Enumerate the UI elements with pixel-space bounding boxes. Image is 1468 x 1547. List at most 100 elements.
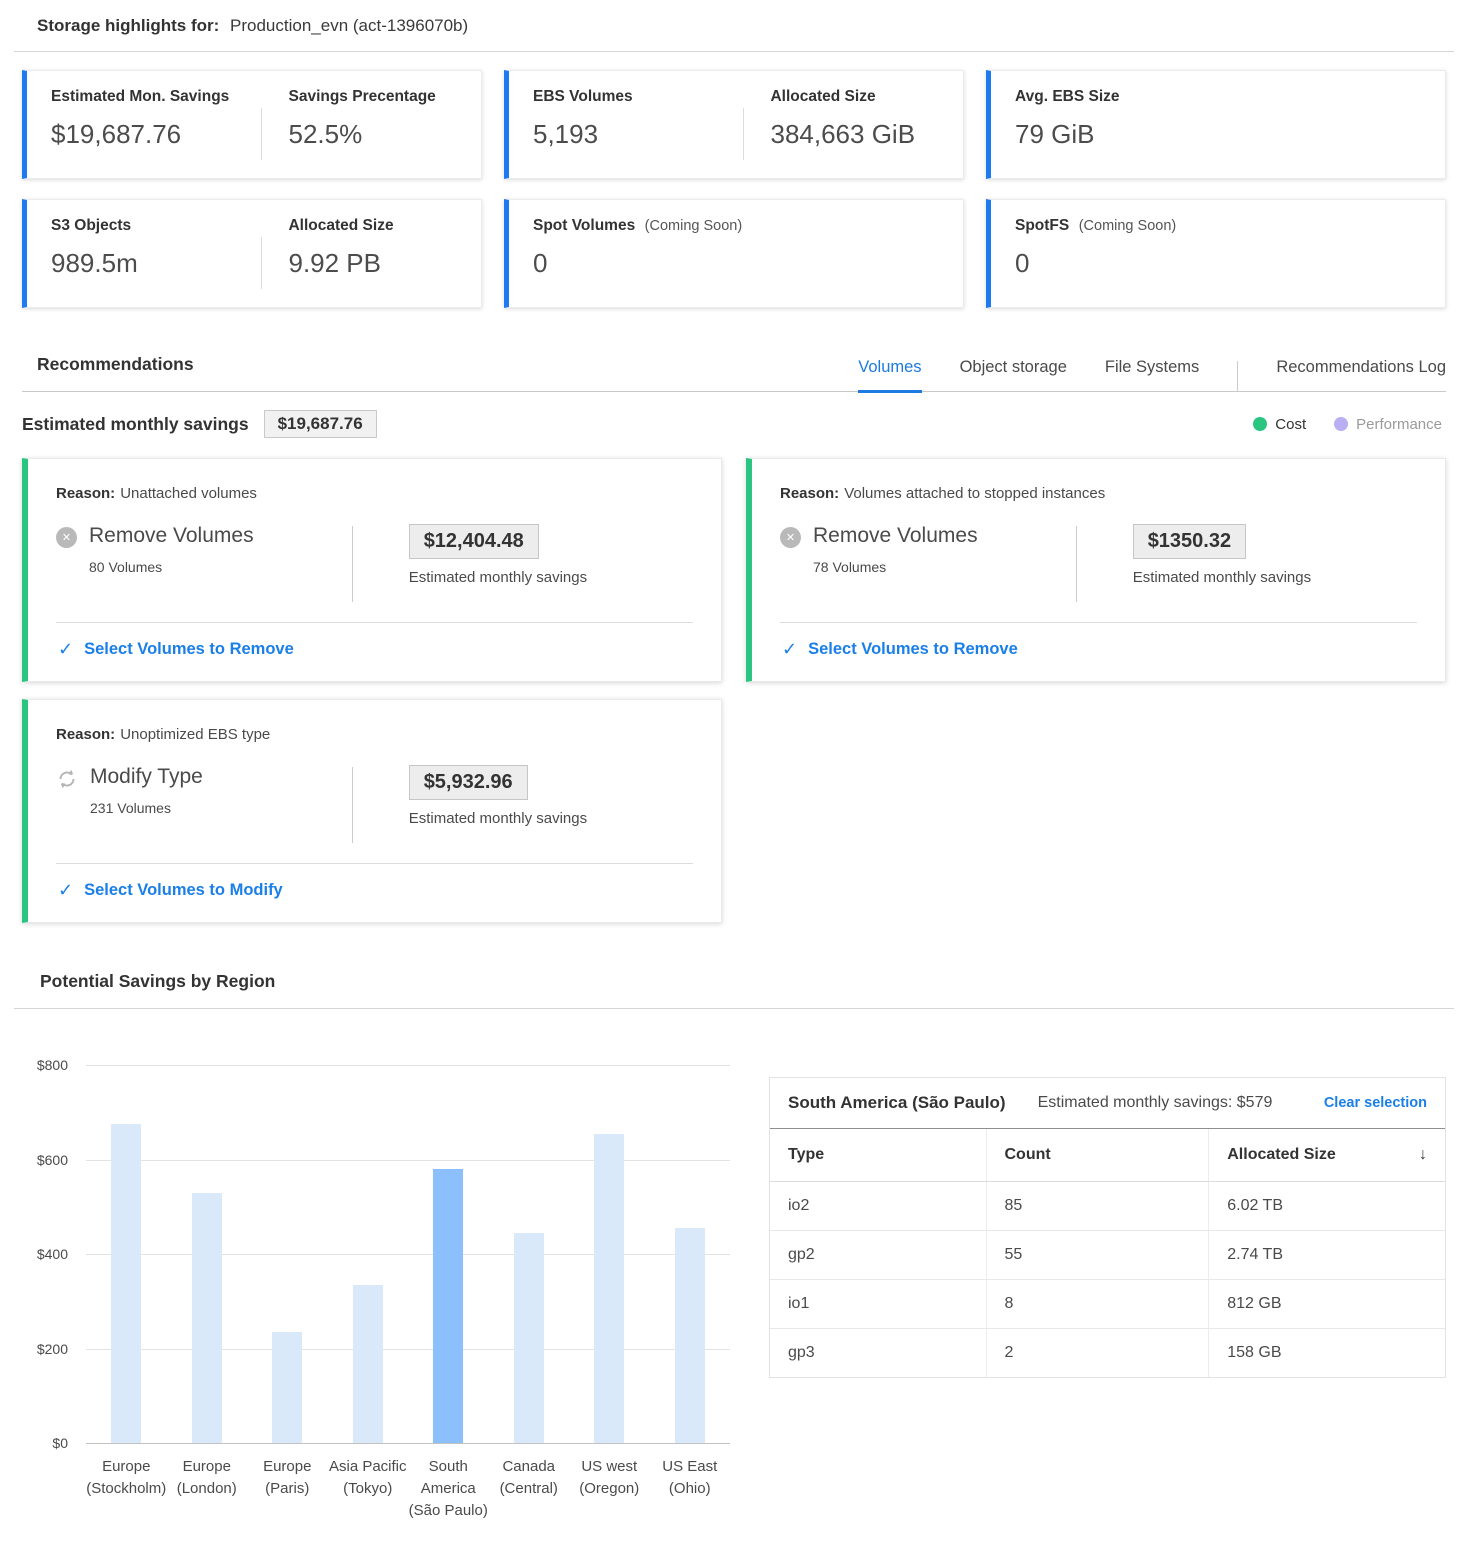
chart-gridline [86, 1443, 730, 1444]
cell-count: 2 [985, 1328, 1209, 1377]
tab-object-storage[interactable]: Object storage [959, 358, 1067, 376]
modify-refresh-icon [56, 768, 78, 843]
column-header-count[interactable]: Count [985, 1129, 1209, 1182]
legend-item-cost: Cost [1253, 416, 1306, 433]
select-volumes-to-remove-link[interactable]: Select Volumes to Remove [84, 640, 294, 658]
chart-bars [86, 1065, 730, 1443]
reason-text: Volumes attached to stopped instances [844, 485, 1106, 502]
cell-count: 85 [985, 1181, 1209, 1231]
table-row[interactable]: gp2 55 2.74 TB [770, 1230, 1445, 1280]
chart-x-label: US west (Oregon) [579, 1458, 640, 1497]
action-row: ✕ Remove Volumes 78 Volumes $1350.32 Est… [780, 524, 1417, 602]
amount-block: $1350.32 Estimated monthly savings [1077, 524, 1417, 602]
chart-y-tick: $400 [36, 1246, 68, 1262]
tab-recommendations-log[interactable]: Recommendations Log [1276, 358, 1446, 376]
cell-count: 8 [985, 1279, 1209, 1329]
chart-bar-column [247, 1332, 328, 1443]
column-header-allocated-size[interactable]: Allocated Size ↓ [1208, 1129, 1445, 1182]
chart-bar[interactable] [191, 1193, 222, 1443]
chart-bar-column [650, 1228, 731, 1443]
clear-selection-link[interactable]: Clear selection [1323, 1095, 1427, 1111]
table-row[interactable]: gp3 2 158 GB [770, 1328, 1445, 1377]
metric-label: Allocated Size [288, 217, 394, 234]
select-volumes-to-modify-link[interactable]: Select Volumes to Modify [84, 881, 283, 899]
chart-bar-column [408, 1169, 489, 1443]
action-divider [351, 767, 353, 843]
chart-bar[interactable] [111, 1124, 142, 1443]
sort-descending-icon[interactable]: ↓ [1419, 1146, 1427, 1163]
table-row[interactable]: io2 85 6.02 TB [770, 1181, 1445, 1231]
select-volumes-to-remove-link[interactable]: Select Volumes to Remove [808, 640, 1018, 658]
action-name: Remove Volumes [813, 524, 978, 547]
chart-gridline [86, 1065, 730, 1066]
cell-count: 55 [985, 1230, 1209, 1280]
remove-circle-icon: ✕ [56, 527, 77, 548]
action-row: Modify Type 231 Volumes $5,932.96 Estima… [56, 765, 693, 843]
volume-count: 231 Volumes [90, 800, 171, 816]
metric-label: S3 Objects [51, 217, 132, 234]
performance-dot-icon [1334, 417, 1349, 431]
legend-item-performance: Performance [1334, 416, 1442, 433]
reason-line: Reason: Unoptimized EBS type [56, 726, 693, 743]
chart-gridline [86, 1349, 730, 1350]
chart-bar[interactable] [594, 1134, 625, 1443]
chart-gridline [86, 1254, 730, 1255]
cell-allocated-size: 2.74 TB [1208, 1230, 1445, 1280]
action-block: Modify Type 231 Volumes [56, 765, 352, 843]
metric-label: Spot Volumes [533, 217, 636, 234]
recommendation-card-unoptimized-type: Reason: Unoptimized EBS type [22, 699, 722, 923]
stat-card-avg-ebs-size: Avg. EBS Size 79 GiB [986, 70, 1446, 179]
metric-avg-ebs-size: Avg. EBS Size 79 GiB [1015, 88, 1425, 160]
metric-label: Estimated Mon. Savings [51, 88, 230, 105]
chart-y-tick: $600 [36, 1152, 68, 1168]
stat-card-spotfs: SpotFS (Coming Soon) 0 [986, 199, 1446, 308]
stat-card-ebs-volumes: EBS Volumes 5,193 Allocated Size 384,663… [504, 70, 964, 179]
savings-label: Estimated monthly savings [22, 413, 249, 434]
cost-dot-icon [1253, 417, 1268, 431]
metric-value: 79 GiB [1015, 119, 1095, 149]
metric-value: $19,687.76 [51, 119, 182, 149]
remove-circle-icon: ✕ [780, 527, 801, 548]
cell-allocated-size: 158 GB [1208, 1328, 1445, 1377]
chart-bar[interactable] [513, 1233, 544, 1443]
tab-file-systems[interactable]: File Systems [1104, 358, 1200, 376]
page-title-label: Storage highlights for: [37, 16, 220, 35]
savings-by-region-chart: $800 $600 $400 $200 $0 Europe (Stockholm) Euro… [22, 1053, 730, 1521]
metric-divider [261, 108, 263, 160]
stat-card-monthly-savings: Estimated Mon. Savings $19,687.76 Saving… [22, 70, 482, 179]
selected-region-title: South America (São Paulo) [788, 1093, 1006, 1112]
savings-caption: Estimated monthly savings [1132, 569, 1312, 586]
table-row[interactable]: io1 8 812 GB [770, 1279, 1445, 1329]
chart-bar[interactable] [272, 1332, 303, 1443]
action-block: ✕ Remove Volumes 78 Volumes [780, 524, 1076, 602]
savings-caption: Estimated monthly savings [408, 810, 588, 827]
tab-volumes[interactable]: Volumes [858, 358, 922, 393]
metric-savings-percentage: Savings Precentage 52.5% [288, 88, 461, 160]
region-section-divider [14, 1008, 1454, 1009]
column-header-type[interactable]: Type [770, 1129, 986, 1182]
action-row: ✕ Remove Volumes 80 Volumes $12,404.48 E… [56, 524, 693, 602]
chart-x-label: US East (Ohio) [662, 1458, 718, 1497]
metric-estimated-mon-savings: Estimated Mon. Savings $19,687.76 [51, 88, 261, 160]
metric-label: Savings Precentage [288, 88, 436, 105]
check-icon: ✓ [782, 639, 798, 659]
page-title: Storage highlights for: Production_evn (… [22, 16, 1446, 36]
region-section-title: Potential Savings by Region [40, 971, 276, 991]
savings-amount: $5,932.96 [408, 765, 528, 800]
account-name: Production_evn (act-1396070b) [230, 16, 469, 35]
chart-x-labels: Europe (Stockholm) Europe (London) Europe (Pa… [86, 1456, 730, 1521]
chart-bar[interactable] [433, 1169, 464, 1443]
reason-line: Reason: Volumes attached to stopped insta… [780, 485, 1417, 502]
chart-bar[interactable] [674, 1228, 705, 1443]
column-header-label: Allocated Size [1227, 1146, 1336, 1163]
reason-label: Reason: [56, 726, 116, 743]
coming-soon-note: (Coming Soon) [1078, 218, 1177, 234]
action-divider [351, 526, 353, 602]
table-header-bar: South America (São Paulo) Estimated mont… [770, 1078, 1445, 1129]
metric-value: 9.92 PB [288, 248, 381, 278]
chart-bar[interactable] [352, 1285, 383, 1443]
chart-plot-area: $800 $600 $400 $200 $0 [37, 1057, 730, 1451]
card-footer: ✓ Select Volumes to Modify [56, 863, 693, 922]
metric-value: 5,193 [533, 119, 599, 149]
action-name: Modify Type [90, 765, 203, 788]
